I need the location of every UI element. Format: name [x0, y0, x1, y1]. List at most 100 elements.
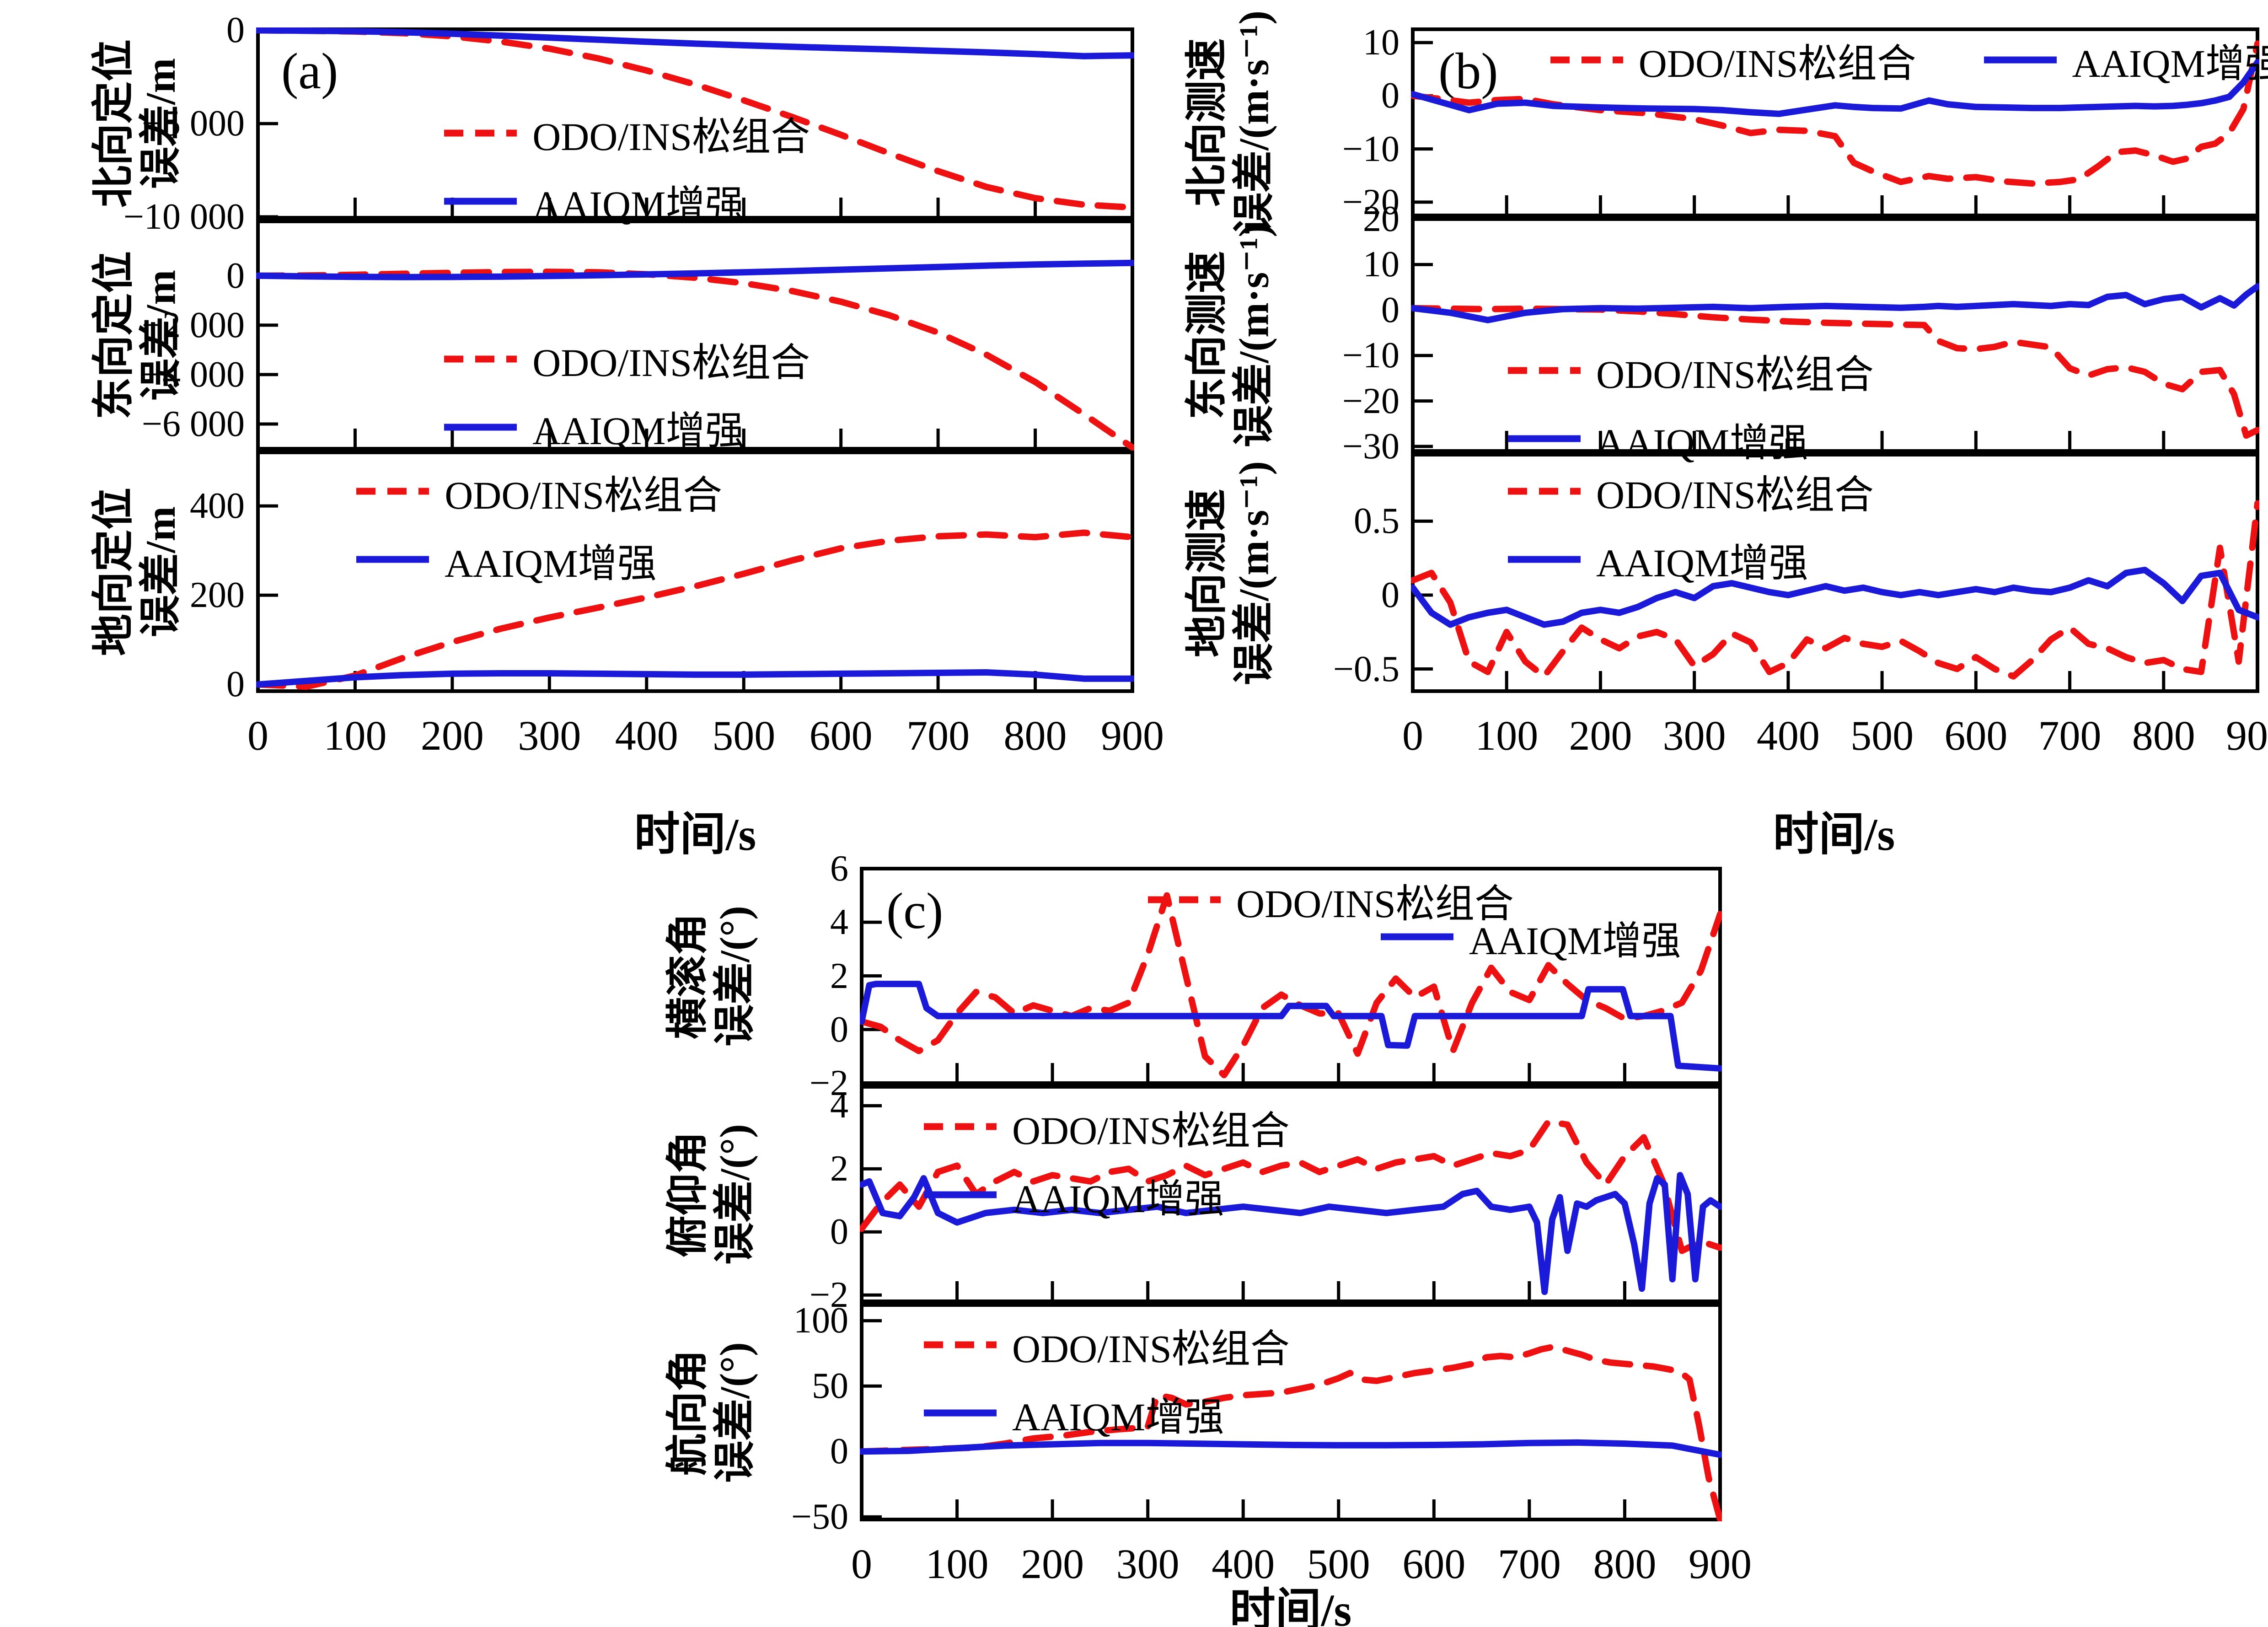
legend-entry-aaiqm: AAIQM增强 [1504, 410, 1808, 467]
y-tick-label: −0.5 [1333, 649, 1399, 689]
xaxis-label-a: 时间/s [634, 809, 756, 860]
x-tick-label: 0 [851, 1541, 872, 1587]
y-tick-label: 200 [190, 575, 245, 616]
legend-label-aaiqm: AAIQM增强 [532, 409, 745, 453]
x-tick-label: 200 [420, 712, 484, 759]
y-axis-label-b1: 北向测速 误差/(m·s⁻¹) [1178, 10, 1283, 234]
legend-line-sample-odo [1550, 56, 1623, 64]
legend-label-odo: ODO/INS松组合 [1236, 881, 1514, 926]
y-axis-label-line: 北向测速 [1183, 38, 1230, 207]
legend-entry-aaiqm: AAIQM增强 [1980, 31, 2268, 88]
legend-entry-odo: ODO/INS松组合 [1504, 342, 1874, 399]
legend-entry-aaiqm: AAIQM增强 [920, 1385, 1224, 1442]
y-tick-label: 0 [226, 10, 245, 51]
axes-spines [1411, 453, 2259, 693]
legend-label-odo: ODO/INS松组合 [445, 473, 722, 517]
subplot-a3 [256, 451, 1134, 693]
legend-label-odo: ODO/INS松组合 [1012, 1108, 1290, 1153]
legend-line-sample-odo [356, 488, 429, 495]
subplot-a1 [256, 27, 1134, 220]
legend-a1: ODO/INS松组合 AAIQM增强 [440, 104, 810, 230]
panel-label-a: (a) [281, 43, 338, 100]
x-tick-label: 700 [1497, 1541, 1561, 1587]
axes-spines [860, 1085, 1722, 1303]
axes-spines [256, 27, 1134, 220]
legend-entry-odo: ODO/INS松组合 [1504, 462, 1874, 520]
x-tick-label: 900 [1101, 712, 1164, 759]
legend-label-aaiqm: AAIQM增强 [2072, 42, 2268, 86]
y-tick-label: 0.5 [1354, 501, 1399, 542]
panel-label-c: (c) [886, 883, 944, 940]
y-axis-label-line: 误差/(°) [711, 1342, 758, 1483]
series-aaiqm-line [1411, 59, 2259, 117]
legend-b3: ODO/INS松组合 AAIQM增强 [1504, 462, 1874, 588]
legend-label-odo: ODO/INS松组合 [532, 115, 810, 159]
legend-entry-odo: ODO/INS松组合 [440, 330, 810, 387]
x-tick-label: 900 [1689, 1541, 1752, 1587]
legend-entry-odo: ODO/INS松组合 [353, 463, 722, 520]
legend-c2: ODO/INS松组合 AAIQM增强 [920, 1098, 1290, 1224]
y-tick-label: 100 [794, 1300, 848, 1341]
y-tick-label: 0 [830, 1009, 848, 1050]
x-tick-label: 300 [1116, 1541, 1180, 1587]
legend-entry-odo: ODO/INS松组合 [440, 104, 810, 161]
x-tick-label: 0 [247, 712, 268, 759]
subplot-b1 [1411, 27, 2259, 217]
x-tick-label: 900 [2226, 712, 2268, 759]
x-tick-label: 300 [1662, 712, 1726, 759]
series-odo-line [256, 268, 1134, 451]
x-tick-label: 600 [1402, 1541, 1466, 1587]
legend-c1-odo: ODO/INS松组合 [1144, 871, 1514, 929]
legend-label-odo: ODO/INS松组合 [1638, 42, 1916, 86]
legend-label-aaiqm: AAIQM增强 [1596, 541, 1808, 585]
y-tick-label: 0 [1381, 575, 1399, 615]
legend-entry-aaiqm: AAIQM增强 [1377, 908, 1681, 966]
legend-entry-aaiqm: AAIQM增强 [353, 531, 657, 588]
x-tick-label: 800 [2132, 712, 2195, 759]
series-odo-line [860, 1343, 1722, 1521]
legend-label-odo: ODO/INS松组合 [1596, 473, 1874, 517]
axes-spines [256, 220, 1134, 451]
x-tick-label: 200 [1021, 1541, 1084, 1587]
legend-entry-odo: ODO/INS松组合 [1144, 871, 1514, 929]
y-tick-label: −20 [1342, 381, 1399, 421]
y-tick-label: −10 000 [123, 196, 245, 237]
legend-line-sample-odo [1508, 488, 1581, 494]
y-tick-label: 4 [830, 902, 848, 943]
y-axis-label-line: 误差/m [137, 269, 184, 401]
y-tick-label: −10 [1342, 335, 1399, 376]
y-axis-label-line: 误差/(m·s⁻¹) [1230, 461, 1277, 685]
legend-line-sample-aaiqm [356, 556, 429, 563]
x-tick-label: 100 [1475, 712, 1539, 759]
x-tick-label: 800 [1003, 712, 1067, 759]
y-axis-label-line: 误差/(°) [711, 1123, 758, 1265]
y-tick-label: 10 [1363, 22, 1399, 63]
x-tick-label: 700 [906, 712, 970, 759]
legend-line-sample-aaiqm [1381, 933, 1453, 940]
y-axis-label-a2: 东向定位 误差/m [85, 220, 190, 451]
y-axis-label-line: 东向测速 [1183, 251, 1230, 419]
legend-a3: ODO/INS松组合 AAIQM增强 [353, 463, 722, 588]
legend-line-sample-odo [923, 1123, 997, 1130]
legend-entry-odo: ODO/INS松组合 [920, 1316, 1290, 1374]
legend-label-aaiqm: AAIQM增强 [445, 541, 657, 585]
subplot-c3 [860, 1303, 1722, 1521]
y-tick-label: 2 [830, 956, 848, 996]
legend-line-sample-odo [1148, 896, 1221, 903]
series-aaiqm-line [256, 669, 1134, 688]
series-aaiqm-line [256, 27, 1134, 59]
y-axis-label-c3: 航向角 误差/(°) [659, 1303, 764, 1521]
series-odo-line [860, 1118, 1722, 1254]
y-axis-label-a1: 北向定位 误差/m [85, 27, 190, 220]
xaxis-label-c: 时间/s [1229, 1585, 1352, 1627]
legend-line-sample-aaiqm [1508, 556, 1581, 563]
y-tick-label: 0 [1381, 75, 1399, 116]
subplot-c2 [860, 1085, 1722, 1303]
subplot-a2 [256, 220, 1134, 451]
series-aaiqm-line [1411, 567, 2259, 628]
y-axis-label-line: 俯仰角 [664, 1131, 711, 1257]
x-tick-label: 100 [925, 1541, 989, 1587]
series-aaiqm-line [1411, 283, 2259, 323]
legend-entry-aaiqm: AAIQM增强 [440, 398, 745, 456]
axes-spines [1411, 27, 2259, 217]
